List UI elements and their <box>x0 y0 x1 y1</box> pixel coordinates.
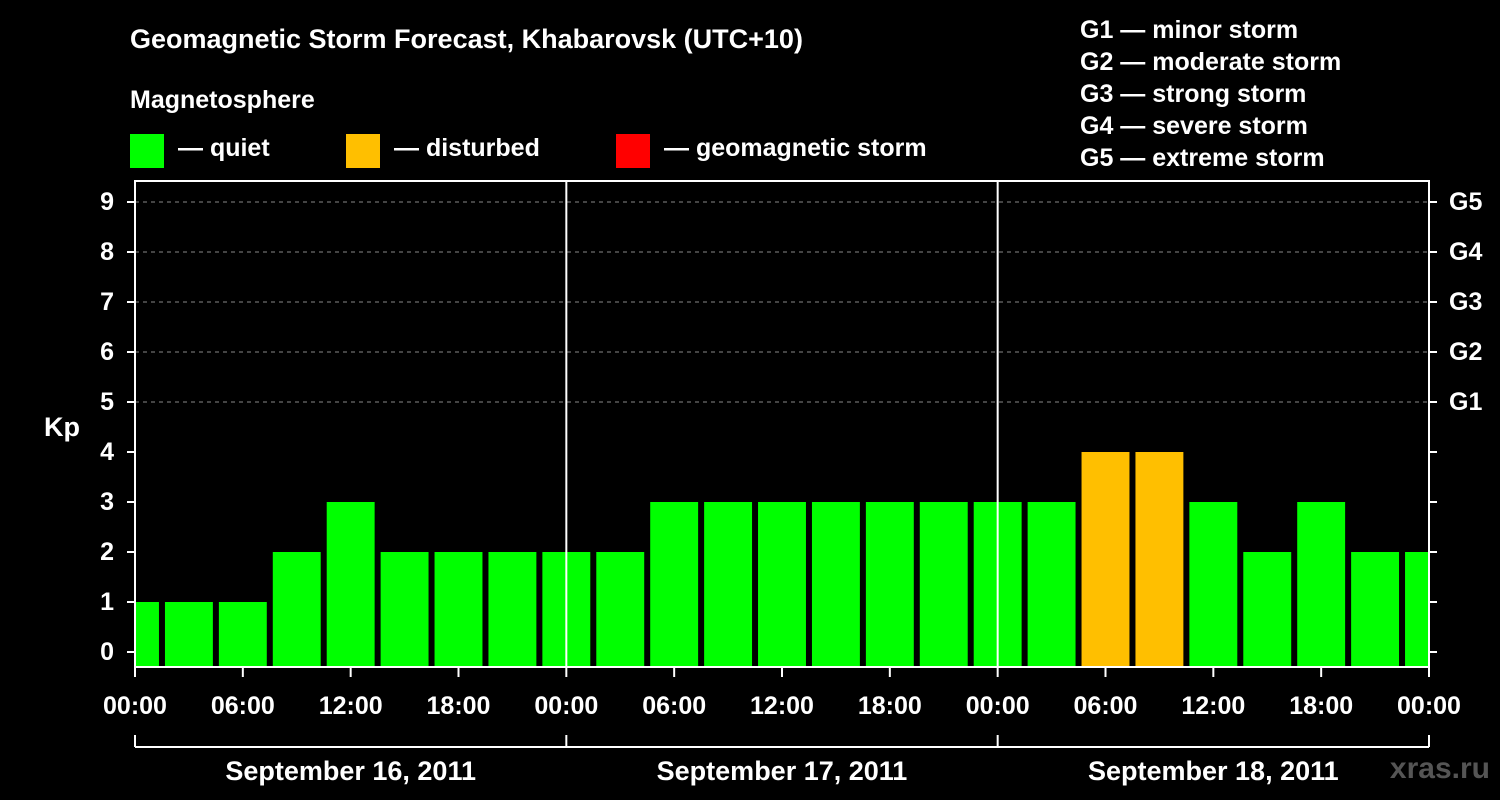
y-tick-label-5: 5 <box>100 388 114 416</box>
kp-bar-15 <box>919 502 968 667</box>
right-axis-label-g2: G2 <box>1449 338 1482 366</box>
legend-label-quiet: — quiet <box>178 134 270 162</box>
legend-swatch-disturbed <box>346 134 380 168</box>
date-label-1: September 17, 2011 <box>657 756 908 786</box>
watermark: xras.ru <box>1389 752 1490 785</box>
storm-level-g1: G1 — minor storm <box>1080 16 1299 44</box>
y-tick-label-4: 4 <box>100 438 114 466</box>
storm-level-g5: G5 — extreme storm <box>1080 144 1325 172</box>
right-axis-label-g3: G3 <box>1449 288 1482 316</box>
kp-bar-4 <box>326 502 375 667</box>
y-tick-label-3: 3 <box>100 488 114 516</box>
kp-bar-2 <box>218 602 267 667</box>
kp-bar-14 <box>865 502 914 667</box>
kp-bar-13 <box>811 502 860 667</box>
right-axis-label-g4: G4 <box>1449 238 1482 266</box>
magnetosphere-label: Magnetosphere <box>130 86 315 114</box>
x-tick-label-7: 18:00 <box>858 692 922 720</box>
kp-bar-18 <box>1081 452 1130 667</box>
y-tick-label-7: 7 <box>100 288 114 316</box>
x-tick-label-0: 00:00 <box>103 692 167 720</box>
kp-bar-17 <box>1027 502 1076 667</box>
kp-bar-20 <box>1189 502 1238 667</box>
legend-swatch-storm <box>616 134 650 168</box>
kp-bar-3 <box>272 552 321 667</box>
kp-bar-19 <box>1135 452 1184 667</box>
kp-bar-7 <box>488 552 537 667</box>
legend-item-quiet: — quiet <box>130 134 330 168</box>
right-axis-label-g1: G1 <box>1449 388 1482 416</box>
kp-bar-24 <box>1405 552 1428 667</box>
y-tick-label-6: 6 <box>100 338 114 366</box>
storm-level-g3: G3 — strong storm <box>1080 80 1307 108</box>
x-tick-label-5: 06:00 <box>642 692 706 720</box>
x-tick-label-11: 18:00 <box>1289 692 1353 720</box>
kp-bar-9 <box>596 552 645 667</box>
right-axis-label-g5: G5 <box>1449 188 1482 216</box>
kp-bar-1 <box>164 602 213 667</box>
x-tick-label-6: 12:00 <box>750 692 814 720</box>
x-tick-label-9: 06:00 <box>1074 692 1138 720</box>
date-label-0: September 16, 2011 <box>225 756 476 786</box>
kp-bar-23 <box>1351 552 1400 667</box>
kp-bar-5 <box>380 552 429 667</box>
legend-label-storm: — geomagnetic storm <box>664 134 927 162</box>
y-axis-label: Kp <box>44 412 80 442</box>
storm-level-g2: G2 — moderate storm <box>1080 48 1342 76</box>
kp-bar-12 <box>758 502 806 667</box>
x-tick-label-3: 18:00 <box>427 692 491 720</box>
y-tick-label-9: 9 <box>100 188 114 216</box>
legend-item-disturbed: — disturbed <box>346 134 586 168</box>
legend-item-storm: — geomagnetic storm <box>616 134 956 168</box>
x-tick-label-1: 06:00 <box>211 692 275 720</box>
kp-bar-0 <box>136 602 159 667</box>
kp-bar-10 <box>650 502 699 667</box>
y-tick-label-0: 0 <box>100 638 114 666</box>
y-tick-label-8: 8 <box>100 238 114 266</box>
date-label-2: September 18, 2011 <box>1088 756 1339 786</box>
y-tick-label-1: 1 <box>100 588 114 616</box>
x-tick-label-10: 12:00 <box>1181 692 1245 720</box>
legend-swatch-quiet <box>130 134 164 168</box>
y-tick-label-2: 2 <box>100 538 114 566</box>
kp-bar-11 <box>704 502 753 667</box>
legend-label-disturbed: — disturbed <box>394 134 540 162</box>
x-tick-label-2: 12:00 <box>319 692 383 720</box>
storm-level-list: G1 — minor storm G2 — moderate storm G3 … <box>1080 14 1341 174</box>
chart-title: Geomagnetic Storm Forecast, Khabarovsk (… <box>130 24 803 54</box>
x-tick-label-12: 00:00 <box>1397 692 1461 720</box>
kp-bar-6 <box>434 552 483 667</box>
storm-level-g4: G4 — severe storm <box>1080 112 1308 140</box>
kp-bar-22 <box>1297 502 1346 667</box>
kp-bar-21 <box>1243 552 1292 667</box>
x-tick-label-8: 00:00 <box>966 692 1030 720</box>
x-tick-label-4: 00:00 <box>534 692 598 720</box>
